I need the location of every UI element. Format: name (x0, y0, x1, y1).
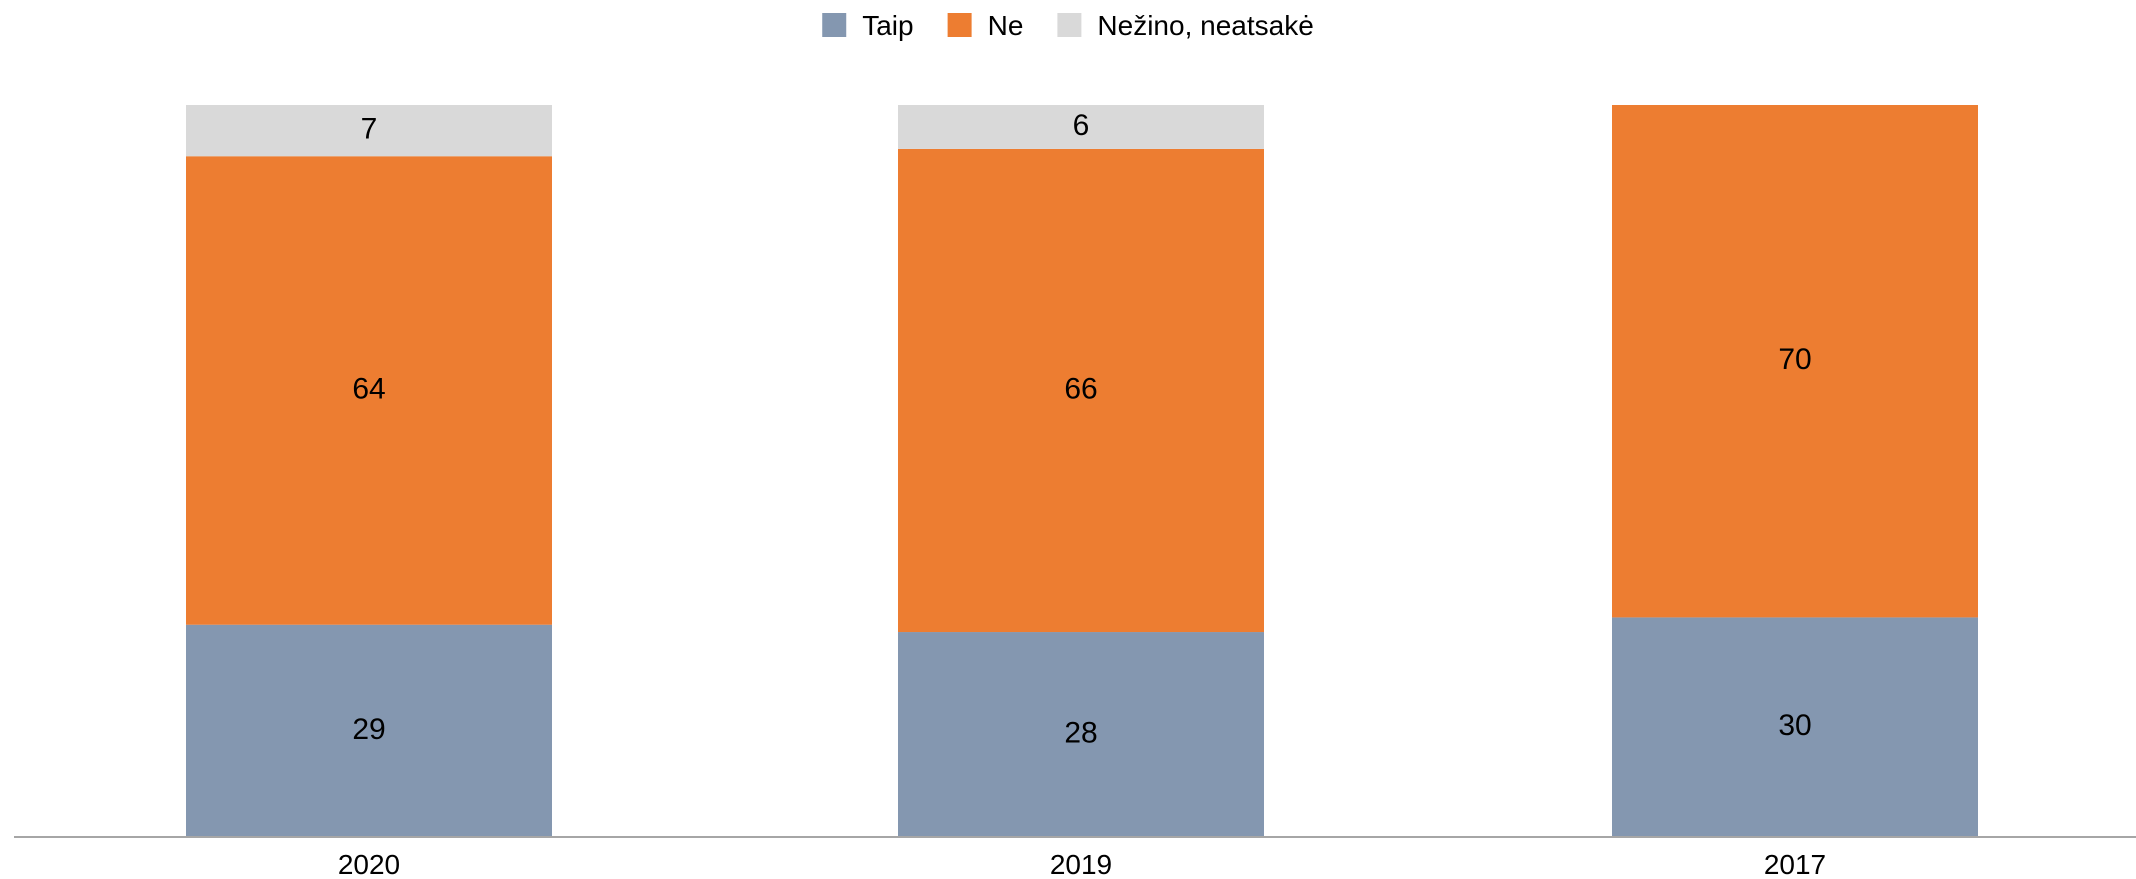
bar-2017-ne (1612, 105, 1978, 618)
data-label-2017-taip: 30 (1778, 709, 1811, 742)
legend-swatch-ne (947, 13, 972, 37)
bar-2019-ne (898, 148, 1264, 633)
legend-label-nezino-neatsake: Nežino, neatsakė (1097, 10, 1313, 41)
bar-2020-ne (186, 156, 552, 625)
data-label-2019-taip: 28 (1064, 716, 1097, 749)
data-label-2020-ne: 64 (352, 372, 385, 405)
legend-label-taip: Taip (862, 10, 913, 41)
bar-2020-taip (186, 624, 552, 837)
bar-2019-taip (898, 632, 1264, 837)
data-label-2019-ne: 66 (1064, 372, 1097, 405)
bar-2020-nezino-neatsake (186, 105, 552, 157)
data-label-2017-ne: 70 (1778, 343, 1811, 376)
x-tick-label-2019: 2019 (1050, 849, 1112, 879)
data-label-2019-nezino-neatsake: 6 (1073, 109, 1090, 142)
data-label-2020-nezino-neatsake: 7 (361, 113, 378, 146)
legend-swatch-taip (822, 13, 847, 37)
legend: Taip Ne Nežino, neatsakė (822, 10, 1314, 41)
legend-label-ne: Ne (988, 10, 1024, 41)
bar-2019-nezino-neatsake (898, 105, 1264, 149)
bar-2017-taip (1612, 617, 1978, 837)
legend-swatch-nezino-neatsake (1057, 13, 1082, 37)
x-tick-label-2020: 2020 (338, 849, 400, 879)
x-tick-label-2017: 2017 (1764, 849, 1826, 879)
x-axis-ticks: 2020 2019 2017 (338, 849, 1826, 879)
data-label-2020-taip: 29 (352, 713, 385, 746)
